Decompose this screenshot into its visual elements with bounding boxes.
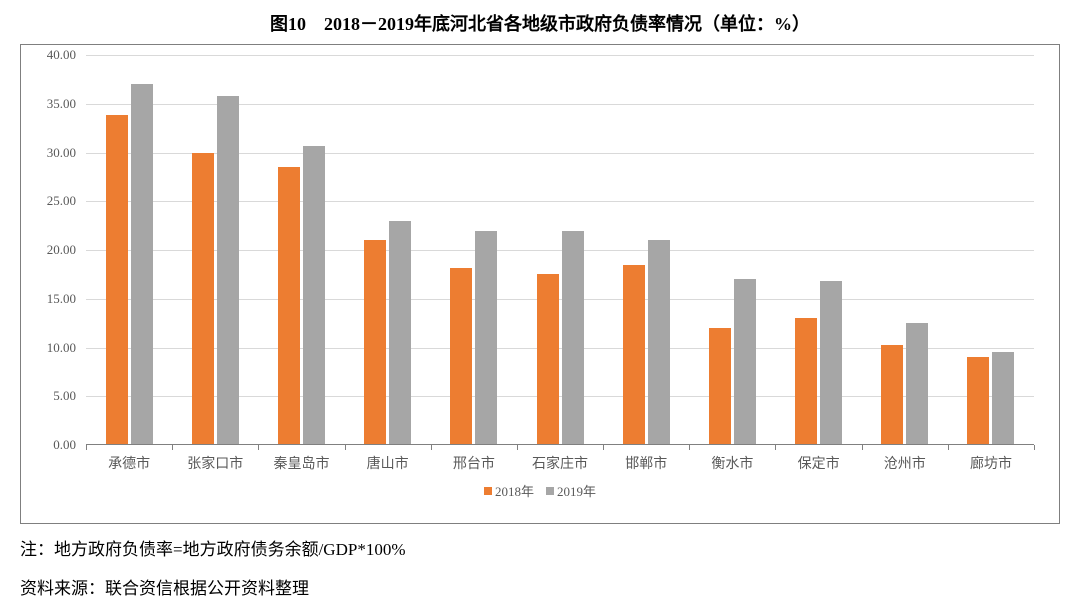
legend-label: 2018年 bbox=[495, 481, 534, 500]
bar-group bbox=[517, 55, 603, 445]
y-tick-label: 5.00 bbox=[53, 388, 76, 404]
bar bbox=[131, 84, 153, 445]
bar bbox=[623, 265, 645, 445]
x-tick bbox=[431, 445, 432, 450]
chart-container: 0.00 5.00 10.00 15.00 20.00 25.00 30.00 35.00 40… bbox=[20, 44, 1060, 524]
x-label: 邢台市 bbox=[431, 453, 517, 473]
bar-group bbox=[689, 55, 775, 445]
x-tick bbox=[86, 445, 87, 450]
y-tick-label: 10.00 bbox=[47, 340, 76, 356]
x-label: 保定市 bbox=[776, 453, 862, 473]
bar bbox=[734, 279, 756, 445]
x-axis-labels: 承德市张家口市秦皇岛市唐山市邢台市石家庄市邯郸市衡水市保定市沧州市廊坊市 bbox=[86, 453, 1034, 473]
bar-group bbox=[86, 55, 172, 445]
x-label: 石家庄市 bbox=[517, 453, 603, 473]
x-tick bbox=[517, 445, 518, 450]
bar bbox=[906, 323, 928, 445]
legend-item: 2018年 bbox=[484, 481, 534, 500]
bar bbox=[364, 240, 386, 445]
bars-container bbox=[86, 55, 1034, 445]
x-label: 承德市 bbox=[86, 453, 172, 473]
bar-group bbox=[172, 55, 258, 445]
footnote-source: 资料来源：联合资信根据公开资料整理 bbox=[20, 575, 1060, 602]
y-tick-label: 30.00 bbox=[47, 145, 76, 161]
legend-label: 2019年 bbox=[557, 481, 596, 500]
legend-swatch bbox=[546, 487, 554, 495]
x-tick bbox=[862, 445, 863, 450]
x-tick bbox=[345, 445, 346, 450]
bar bbox=[192, 153, 214, 446]
bar-group bbox=[776, 55, 862, 445]
bar bbox=[303, 146, 325, 445]
x-tick bbox=[603, 445, 604, 450]
x-tick bbox=[1034, 445, 1035, 450]
x-axis-line bbox=[86, 444, 1034, 445]
x-tick bbox=[948, 445, 949, 450]
bar bbox=[820, 281, 842, 445]
y-axis: 0.005.0010.0015.0020.0025.0030.0035.0040… bbox=[36, 55, 81, 445]
x-tick bbox=[689, 445, 690, 450]
y-tick-label: 25.00 bbox=[47, 193, 76, 209]
bar-group bbox=[603, 55, 689, 445]
y-tick-label: 0.00 bbox=[53, 437, 76, 453]
x-label: 廊坊市 bbox=[948, 453, 1034, 473]
bar bbox=[475, 231, 497, 446]
bar bbox=[967, 357, 989, 445]
y-tick-label: 35.00 bbox=[47, 96, 76, 112]
x-label: 邯郸市 bbox=[603, 453, 689, 473]
bar-group bbox=[431, 55, 517, 445]
bar bbox=[881, 345, 903, 445]
x-label: 沧州市 bbox=[862, 453, 948, 473]
bar bbox=[795, 318, 817, 445]
bar bbox=[537, 274, 559, 445]
x-label: 唐山市 bbox=[345, 453, 431, 473]
bar bbox=[992, 352, 1014, 445]
legend-swatch bbox=[484, 487, 492, 495]
plot-area: 0.005.0010.0015.0020.0025.0030.0035.0040… bbox=[86, 55, 1034, 445]
bar bbox=[562, 231, 584, 446]
legend: 2018年 2019年 bbox=[36, 481, 1044, 500]
chart-title: 图10 2018－2019年底河北省各地级市政府负债率情况（单位：%） bbox=[20, 10, 1060, 36]
footnote-formula: 注：地方政府负债率=地方政府债务余额/GDP*100% bbox=[20, 536, 1060, 563]
bar bbox=[217, 96, 239, 445]
x-label: 张家口市 bbox=[172, 453, 258, 473]
bar bbox=[450, 268, 472, 445]
x-label: 衡水市 bbox=[689, 453, 775, 473]
bar bbox=[648, 240, 670, 445]
bar-group bbox=[258, 55, 344, 445]
bar bbox=[278, 167, 300, 445]
legend-item: 2019年 bbox=[546, 481, 596, 500]
bar-group bbox=[862, 55, 948, 445]
y-tick-label: 20.00 bbox=[47, 242, 76, 258]
bar bbox=[106, 115, 128, 445]
bar bbox=[709, 328, 731, 445]
x-tick bbox=[172, 445, 173, 450]
x-tick bbox=[258, 445, 259, 450]
bar bbox=[389, 221, 411, 445]
y-tick-label: 40.00 bbox=[47, 47, 76, 63]
bar-group bbox=[345, 55, 431, 445]
y-tick-label: 15.00 bbox=[47, 291, 76, 307]
x-tick bbox=[775, 445, 776, 450]
bar-group bbox=[948, 55, 1034, 445]
x-label: 秦皇岛市 bbox=[258, 453, 344, 473]
